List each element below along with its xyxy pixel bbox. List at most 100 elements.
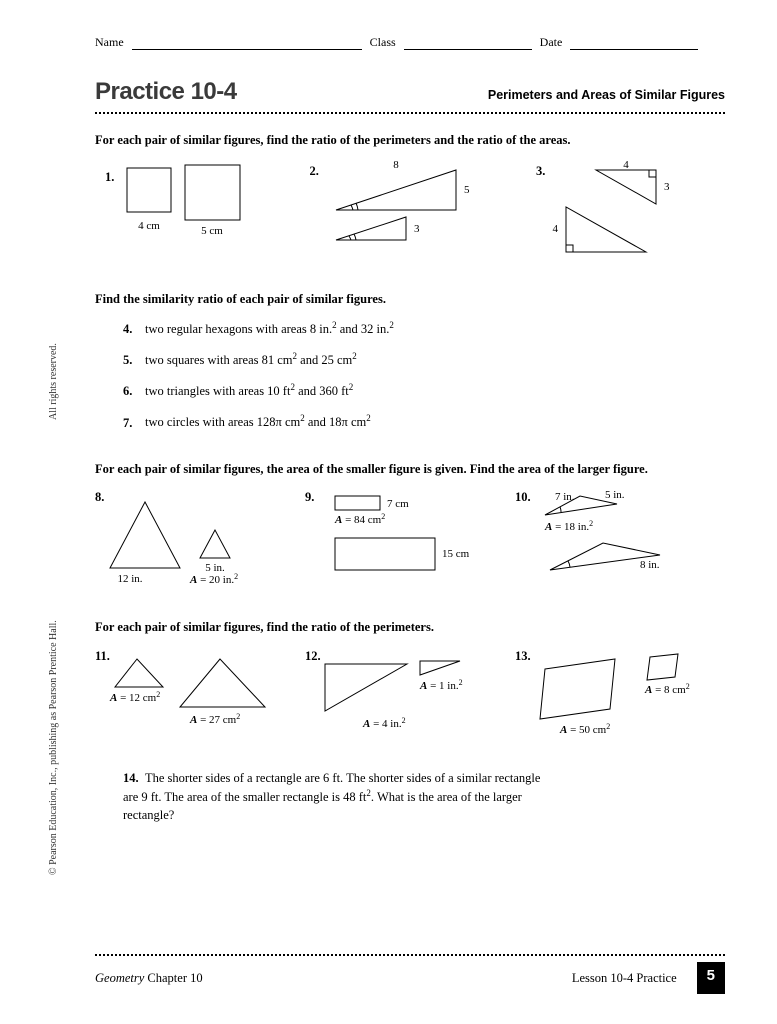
problem-3: 3. 4 3 4 bbox=[536, 162, 725, 261]
problem-13-figure: A = 8 cm2 A = 50 cm2 bbox=[515, 649, 715, 739]
problem-1: 1. 4 cm 5 cm bbox=[95, 162, 316, 261]
problem-2: 2. 8 5 3 bbox=[316, 162, 537, 261]
problem-13: 13. A = 8 cm2 A = 50 cm2 bbox=[515, 649, 725, 743]
problem-11-figure: A = 12 cm2 A = 27 cm2 bbox=[95, 649, 295, 739]
instructions-2: Find the similarity ratio of each pair o… bbox=[95, 291, 725, 309]
problem-9: 9. 7 cm A = 84 cm2 15 cm bbox=[305, 490, 515, 589]
p13-area-b: A = 50 cm2 bbox=[559, 722, 610, 736]
q4-sup-2: 2 bbox=[389, 320, 394, 330]
problem-3-figure: 4 3 4 bbox=[536, 162, 716, 257]
problems-row-2: 8. 12 in. 5 in. A = 20 in.2 9. 7 cm A = … bbox=[95, 490, 725, 589]
p10-label-b: 5 in. bbox=[605, 489, 625, 501]
side-text-rights: All rights reserved. bbox=[48, 343, 59, 420]
problem-8-num: 8. bbox=[95, 490, 104, 505]
q7-text-b: and 18π cm bbox=[305, 416, 367, 430]
p9-label-a: 7 cm bbox=[387, 498, 409, 510]
p2-label-a: 8 bbox=[393, 159, 399, 171]
question-7: 7.two circles with areas 128π cm 2 and 18… bbox=[123, 413, 725, 430]
problem-13-num: 13. bbox=[515, 649, 531, 664]
problem-1-num: 1. bbox=[105, 170, 114, 185]
problem-11-num: 11. bbox=[95, 649, 110, 664]
p3-label-c: 4 bbox=[553, 223, 559, 235]
footer-left-a: Geometry bbox=[95, 971, 144, 985]
name-label: Name bbox=[95, 35, 124, 50]
q6-num: 6. bbox=[123, 384, 145, 399]
q5-text-b: and 25 cm bbox=[297, 353, 352, 367]
footer-left: Geometry Chapter 10 bbox=[95, 971, 203, 986]
footer-right: Lesson 10-4 Practice bbox=[572, 971, 677, 986]
problem-8: 8. 12 in. 5 in. A = 20 in.2 bbox=[95, 490, 305, 589]
p8-label-b: 5 in. bbox=[205, 562, 225, 574]
date-label: Date bbox=[540, 35, 563, 50]
footer-dotline bbox=[95, 954, 725, 956]
instructions-4: For each pair of similar figures, find t… bbox=[95, 619, 725, 637]
class-label: Class bbox=[370, 35, 396, 50]
p1-label-a: 4 cm bbox=[138, 220, 160, 232]
p8-area: A = 20 in.2 bbox=[189, 572, 238, 586]
p3-label-a: 4 bbox=[623, 159, 629, 171]
q7-sup-2: 2 bbox=[366, 413, 371, 423]
q5-text-a: two squares with areas 81 cm bbox=[145, 353, 293, 367]
p10-label-c: 8 in. bbox=[640, 559, 660, 571]
problem-8-figure: 12 in. 5 in. A = 20 in.2 bbox=[95, 490, 295, 585]
p12-area-b: A = 4 in.2 bbox=[362, 716, 406, 730]
q6-sup-2: 2 bbox=[349, 382, 354, 392]
problem-9-figure: 7 cm A = 84 cm2 15 cm bbox=[305, 490, 505, 585]
question-list-2: 14.The shorter sides of a rectangle are … bbox=[123, 769, 725, 825]
p3-label-b: 3 bbox=[664, 181, 670, 193]
instructions-3: For each pair of similar figures, the ar… bbox=[95, 461, 725, 479]
q6-text-a: two triangles with areas 10 ft bbox=[145, 384, 290, 398]
problem-10-figure: 7 in. 5 in. A = 18 in.2 8 in. bbox=[515, 490, 715, 585]
instructions-1: For each pair of similar figures, find t… bbox=[95, 132, 725, 150]
page-title: Practice 10-4 bbox=[95, 78, 237, 106]
title-row: Practice 10-4 Perimeters and Areas of Si… bbox=[95, 78, 725, 106]
p10-area: A = 18 in.2 bbox=[544, 519, 593, 533]
title-dotline bbox=[95, 112, 725, 114]
problem-2-num: 2. bbox=[310, 164, 319, 179]
problem-11: 11. A = 12 cm2 A = 27 cm2 bbox=[95, 649, 305, 743]
page-subtitle: Perimeters and Areas of Similar Figures bbox=[488, 88, 725, 102]
q14-num: 14. bbox=[123, 769, 145, 787]
p10-label-a: 7 in. bbox=[555, 491, 575, 503]
q4-text-a: two regular hexagons with areas 8 in. bbox=[145, 322, 332, 336]
p11-area-a: A = 12 cm2 bbox=[109, 690, 160, 704]
question-5: 5.two squares with areas 81 cm 2 and 25 c… bbox=[123, 351, 725, 368]
header-line: Name Class Date bbox=[95, 35, 725, 50]
problem-10: 10. 7 in. 5 in. A = 18 in.2 8 in. bbox=[515, 490, 725, 589]
problem-12-num: 12. bbox=[305, 649, 321, 664]
p9-label-b: 15 cm bbox=[442, 548, 470, 560]
problems-row-3: 11. A = 12 cm2 A = 27 cm2 12. A = 1 in.2… bbox=[95, 649, 725, 743]
question-list-1: 4.two regular hexagons with areas 8 in. 2… bbox=[123, 320, 725, 431]
q14-text: The shorter sides of a rectangle are 6 f… bbox=[123, 771, 540, 822]
p2-label-c: 3 bbox=[414, 223, 420, 235]
p8-label-a: 12 in. bbox=[117, 573, 142, 585]
problem-12: 12. A = 1 in.2 A = 4 in.2 bbox=[305, 649, 515, 743]
side-text-copyright: © Pearson Education, Inc., publishing as… bbox=[48, 620, 59, 875]
problem-2-figure: 8 5 3 bbox=[316, 162, 516, 252]
question-4: 4.two regular hexagons with areas 8 in. 2… bbox=[123, 320, 725, 337]
p1-label-b: 5 cm bbox=[201, 225, 223, 237]
date-blank[interactable] bbox=[570, 35, 698, 50]
q7-text-a: two circles with areas 128π cm bbox=[145, 416, 300, 430]
problems-row-1: 1. 4 cm 5 cm 2. 8 5 3 3. bbox=[95, 162, 725, 261]
q6-text-b: and 360 ft bbox=[295, 384, 349, 398]
q5-num: 5. bbox=[123, 353, 145, 368]
q4-text-b: and 32 in. bbox=[337, 322, 390, 336]
problem-1-figure: 4 cm 5 cm bbox=[95, 162, 295, 242]
q7-num: 7. bbox=[123, 416, 145, 431]
question-6: 6.two triangles with areas 10 ft 2 and 36… bbox=[123, 382, 725, 399]
p2-label-b: 5 bbox=[464, 184, 470, 196]
p12-area-a: A = 1 in.2 bbox=[419, 678, 463, 692]
page-number: 5 bbox=[697, 962, 725, 994]
problem-12-figure: A = 1 in.2 A = 4 in.2 bbox=[305, 649, 505, 739]
class-blank[interactable] bbox=[404, 35, 532, 50]
q5-sup-2: 2 bbox=[352, 351, 357, 361]
p9-area-a: A = 84 cm2 bbox=[334, 512, 385, 526]
p11-area-b: A = 27 cm2 bbox=[189, 712, 240, 726]
footer-left-b: Chapter 10 bbox=[144, 971, 202, 985]
question-14: 14.The shorter sides of a rectangle are … bbox=[123, 769, 553, 825]
name-blank[interactable] bbox=[132, 35, 362, 50]
problem-9-num: 9. bbox=[305, 490, 314, 505]
q4-num: 4. bbox=[123, 322, 145, 337]
footer: Geometry Chapter 10 Lesson 10-4 Practice… bbox=[95, 952, 725, 994]
